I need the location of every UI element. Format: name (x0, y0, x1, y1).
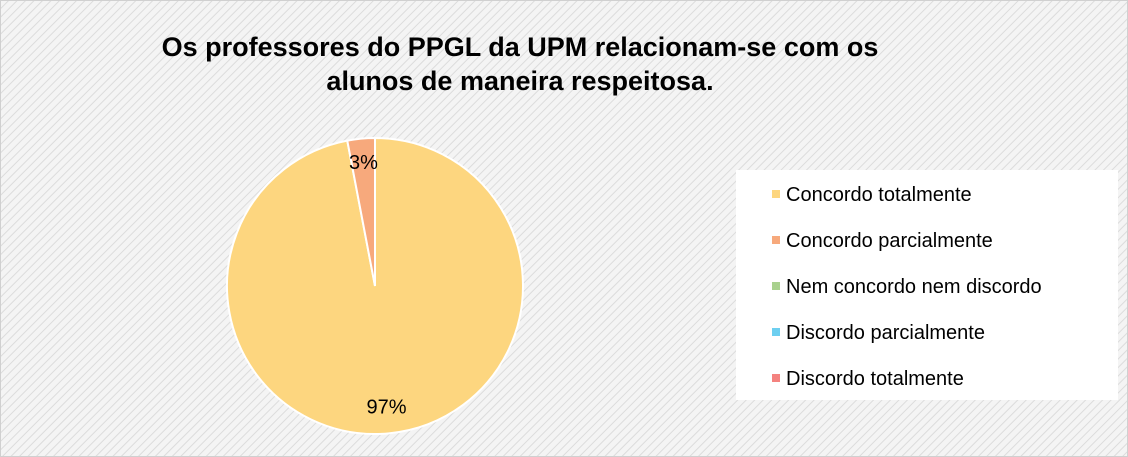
data-label: 97% (367, 397, 407, 419)
legend-label: Nem concordo nem discordo (786, 276, 1042, 298)
legend-label: Discordo totalmente (786, 368, 964, 390)
legend-item: Concordo parcialmente (772, 229, 993, 253)
legend: Concordo totalmente Concordo parcialmente… (736, 170, 1118, 400)
data-label: 3% (349, 152, 378, 174)
legend-label: Concordo totalmente (786, 184, 972, 206)
chart-title: Os professores do PPGL da UPM relacionam… (161, 32, 879, 96)
legend-swatch (772, 327, 780, 336)
legend-swatch (772, 235, 780, 244)
legend-swatch (772, 373, 780, 382)
pie: 97% 3% (226, 136, 524, 435)
legend-item: Concordo totalmente (772, 183, 972, 207)
legend-swatch (772, 281, 780, 290)
legend-item: Discordo parcialmente (772, 321, 985, 345)
legend-label: Discordo parcialmente (786, 322, 985, 344)
legend-item: Discordo totalmente (772, 367, 964, 391)
legend-swatch (772, 189, 780, 198)
legend-label: Concordo parcialmente (786, 230, 993, 252)
pie-slice (346, 136, 376, 287)
legend-item: Nem concordo nem discordo (772, 275, 1042, 299)
